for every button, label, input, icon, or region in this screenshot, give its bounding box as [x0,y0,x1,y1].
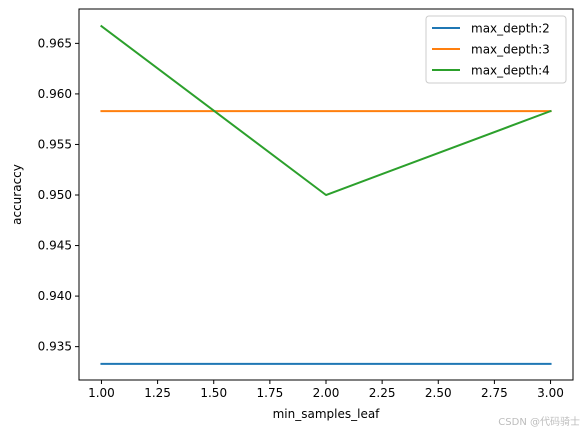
x-tick-label: 1.25 [144,386,171,400]
series-line-2 [100,24,552,197]
legend: max_depth:2 max_depth:3 max_depth:4 [425,15,567,84]
x-tick-label: 2.25 [369,386,396,400]
x-tick-label: 1.75 [257,386,284,400]
y-tick-label: 0.935 [38,340,72,354]
y-axis-label: accuraccy [10,164,24,225]
legend-box [425,15,567,84]
x-tick-label: 1.00 [88,386,115,400]
y-axis: 0.935 0.940 0.945 0.950 0.955 0.960 0.965 [38,36,79,354]
series-layer [100,24,552,365]
x-tick-label: 1.50 [200,386,227,400]
x-tick-label: 2.75 [481,386,508,400]
y-tick-label: 0.955 [38,137,72,151]
y-tick-label: 0.940 [38,289,72,303]
y-tick-label: 0.965 [38,36,72,50]
legend-label: max_depth:2 [471,22,550,36]
x-tick-label: 3.00 [537,386,564,400]
x-axis-label: min_samples_leaf [273,407,381,421]
y-tick-label: 0.945 [38,239,72,253]
y-tick-label: 0.950 [38,188,72,202]
x-axis: 1.00 1.25 1.50 1.75 2.00 2.25 2.50 2.75 3.00 [88,380,564,400]
watermark: CSDN @代码骑士 [498,415,580,428]
x-tick-label: 2.50 [425,386,452,400]
legend-label: max_depth:4 [471,64,550,78]
y-tick-label: 0.960 [38,87,72,101]
x-tick-label: 2.00 [313,386,340,400]
legend-label: max_depth:3 [471,43,550,57]
